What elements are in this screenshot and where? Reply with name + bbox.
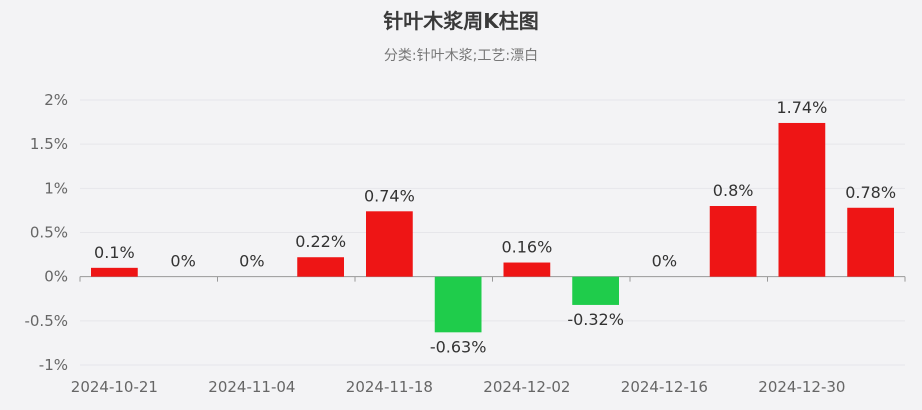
bar — [503, 262, 551, 277]
bar — [709, 206, 757, 277]
bar — [434, 276, 482, 333]
y-tick-label: -1% — [39, 356, 68, 374]
bar — [297, 257, 344, 277]
bar — [778, 122, 826, 277]
x-tick-label: 2024-12-02 — [483, 378, 570, 396]
x-tick-label: 2024-12-16 — [621, 378, 708, 396]
data-label: 0.22% — [295, 232, 346, 251]
chart-subtitle: 分类:针叶木浆;工艺:漂白 — [383, 48, 539, 64]
y-tick-label: -0.5% — [24, 312, 68, 330]
y-tick-label: 1.5% — [30, 135, 68, 153]
data-label: 0.8% — [713, 181, 754, 200]
bar — [572, 276, 619, 305]
y-tick-label: 1% — [44, 179, 68, 197]
data-label: 0.74% — [364, 186, 415, 205]
y-tick-label: 0.5% — [30, 224, 68, 242]
data-label: 0% — [239, 252, 264, 271]
data-label: 0% — [652, 252, 677, 271]
bar — [91, 267, 138, 277]
data-label: 0.16% — [501, 238, 552, 257]
data-label: 1.74% — [776, 98, 827, 117]
data-label: 0.78% — [845, 183, 896, 202]
bar — [847, 207, 894, 277]
data-label: 0.1% — [94, 243, 135, 262]
data-label: 0% — [170, 252, 195, 271]
chart-title: 针叶木浆周K柱图 — [383, 9, 539, 33]
data-label: -0.32% — [567, 310, 624, 329]
y-tick-label: 0% — [44, 268, 68, 286]
x-tick-label: 2024-11-18 — [346, 378, 433, 396]
data-label: -0.63% — [430, 337, 487, 356]
x-tick-label: 2024-10-21 — [71, 378, 158, 396]
bar — [366, 211, 413, 277]
x-tick-label: 2024-11-04 — [208, 378, 295, 396]
x-tick-label: 2024-12-30 — [758, 378, 845, 396]
y-tick-label: 2% — [44, 91, 68, 109]
